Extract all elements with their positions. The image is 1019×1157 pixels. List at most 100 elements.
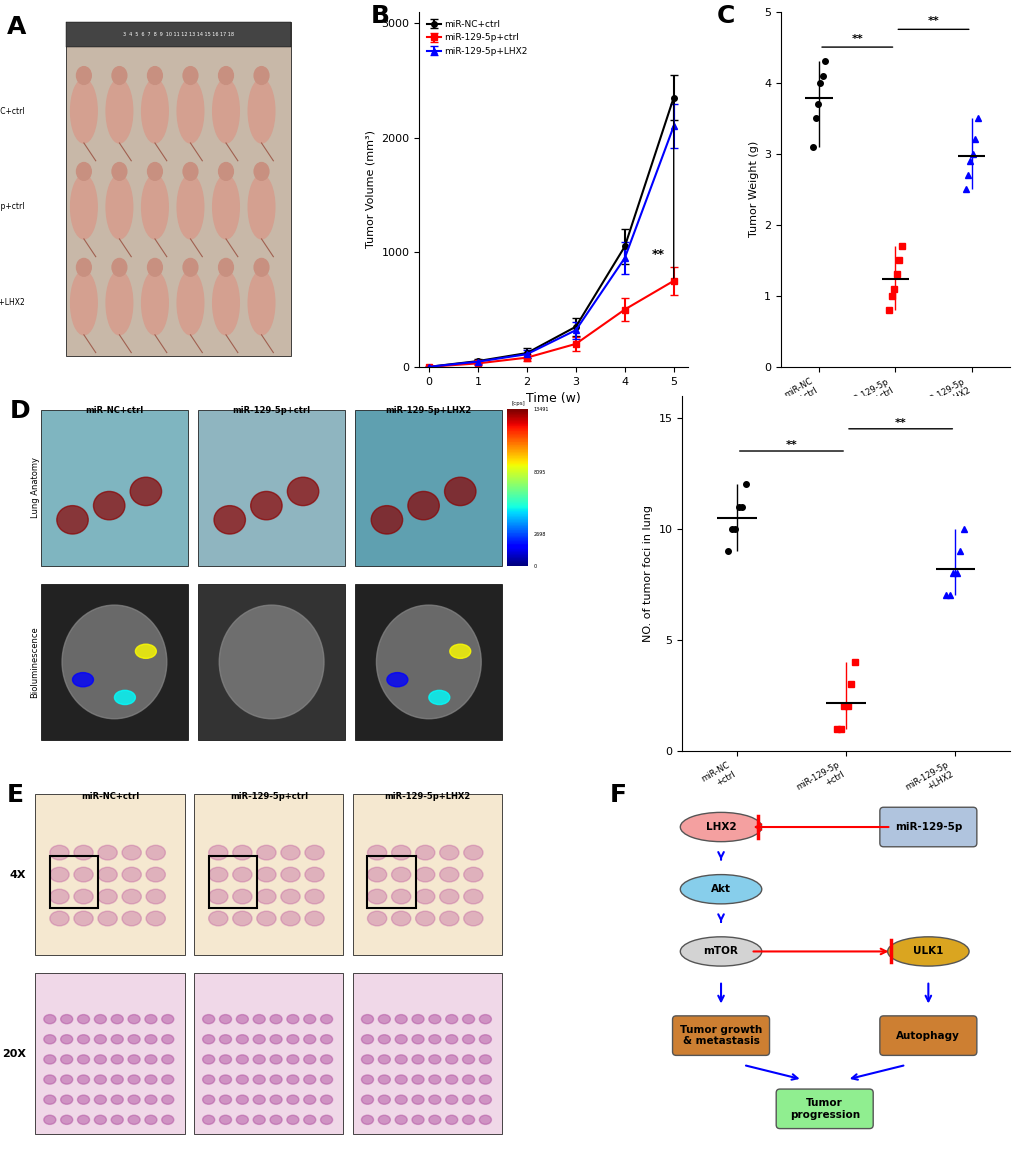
Ellipse shape [253,1075,265,1084]
Ellipse shape [270,1015,282,1024]
Ellipse shape [248,79,274,143]
Ellipse shape [128,1115,140,1125]
Ellipse shape [386,672,408,687]
Ellipse shape [77,1055,90,1064]
Ellipse shape [44,1055,56,1064]
Ellipse shape [128,1075,140,1084]
Ellipse shape [218,67,233,84]
Ellipse shape [142,175,168,238]
Ellipse shape [428,691,449,705]
Ellipse shape [462,1034,474,1044]
Ellipse shape [444,477,476,506]
Ellipse shape [479,1096,491,1104]
Ellipse shape [209,868,227,882]
Ellipse shape [60,1015,72,1024]
Ellipse shape [462,1115,474,1125]
Ellipse shape [462,1075,474,1084]
Ellipse shape [680,937,761,966]
Ellipse shape [148,258,162,277]
Ellipse shape [449,644,471,658]
Ellipse shape [203,1075,214,1084]
Ellipse shape [44,1034,56,1044]
Ellipse shape [253,1015,265,1024]
Ellipse shape [73,890,93,904]
Ellipse shape [145,1034,157,1044]
Ellipse shape [111,1015,123,1024]
Ellipse shape [162,1075,173,1084]
Ellipse shape [462,1096,474,1104]
FancyBboxPatch shape [194,973,343,1135]
Text: Akt: Akt [710,884,731,894]
Ellipse shape [111,1075,123,1084]
Ellipse shape [112,67,126,84]
Text: [cps]: [cps] [511,401,524,406]
Ellipse shape [111,1055,123,1064]
Ellipse shape [232,846,252,860]
Ellipse shape [146,846,165,860]
Ellipse shape [212,271,239,334]
Ellipse shape [445,1075,458,1084]
FancyBboxPatch shape [353,973,501,1135]
Ellipse shape [428,1096,440,1104]
FancyBboxPatch shape [66,22,290,47]
Text: E: E [6,783,23,808]
Ellipse shape [391,868,411,882]
X-axis label: Time (w): Time (w) [526,392,581,405]
Ellipse shape [394,1055,407,1064]
Ellipse shape [439,890,459,904]
Ellipse shape [415,912,434,926]
Ellipse shape [212,175,239,238]
Ellipse shape [209,912,227,926]
Ellipse shape [367,868,386,882]
Text: 2698: 2698 [533,532,545,537]
Text: miR-NC+ctrl: miR-NC+ctrl [0,106,24,116]
Ellipse shape [394,1034,407,1044]
Ellipse shape [439,846,459,860]
Ellipse shape [462,1015,474,1024]
Ellipse shape [286,1034,299,1044]
Ellipse shape [214,506,246,535]
Ellipse shape [106,175,132,238]
Y-axis label: NO. of tumor foci in lung: NO. of tumor foci in lung [642,504,652,642]
Ellipse shape [320,1096,332,1104]
Ellipse shape [445,1115,458,1125]
Ellipse shape [232,890,252,904]
Ellipse shape [44,1015,56,1024]
Ellipse shape [219,1115,231,1125]
Text: miR-129-5p+ctrl: miR-129-5p+ctrl [232,406,311,415]
Ellipse shape [128,1055,140,1064]
Ellipse shape [44,1115,56,1125]
Ellipse shape [98,868,117,882]
Ellipse shape [182,258,198,277]
Ellipse shape [236,1096,249,1104]
Text: **: ** [851,34,862,44]
Ellipse shape [50,868,69,882]
Ellipse shape [122,846,142,860]
Ellipse shape [445,1015,458,1024]
Ellipse shape [146,912,165,926]
Ellipse shape [464,846,483,860]
Ellipse shape [680,875,761,904]
Ellipse shape [50,890,69,904]
Text: miR-129-5p: miR-129-5p [894,821,961,832]
FancyBboxPatch shape [356,410,501,566]
Ellipse shape [106,79,132,143]
Ellipse shape [60,1034,72,1044]
Text: **: ** [894,418,906,428]
Ellipse shape [70,79,97,143]
Text: 0: 0 [533,563,536,568]
Ellipse shape [94,492,124,519]
Ellipse shape [248,175,274,238]
Ellipse shape [177,175,204,238]
Ellipse shape [394,1015,407,1024]
Text: miR-NC+ctrl: miR-NC+ctrl [86,406,144,415]
Ellipse shape [412,1115,424,1125]
Ellipse shape [146,890,165,904]
Ellipse shape [464,912,483,926]
Ellipse shape [428,1075,440,1084]
Ellipse shape [203,1115,214,1125]
Ellipse shape [142,271,168,334]
Ellipse shape [287,477,319,506]
Legend: miR-NC+ctrl, miR-129-5p+ctrl, miR-129-5p+LHX2: miR-NC+ctrl, miR-129-5p+ctrl, miR-129-5p… [423,16,531,59]
Ellipse shape [286,1115,299,1125]
